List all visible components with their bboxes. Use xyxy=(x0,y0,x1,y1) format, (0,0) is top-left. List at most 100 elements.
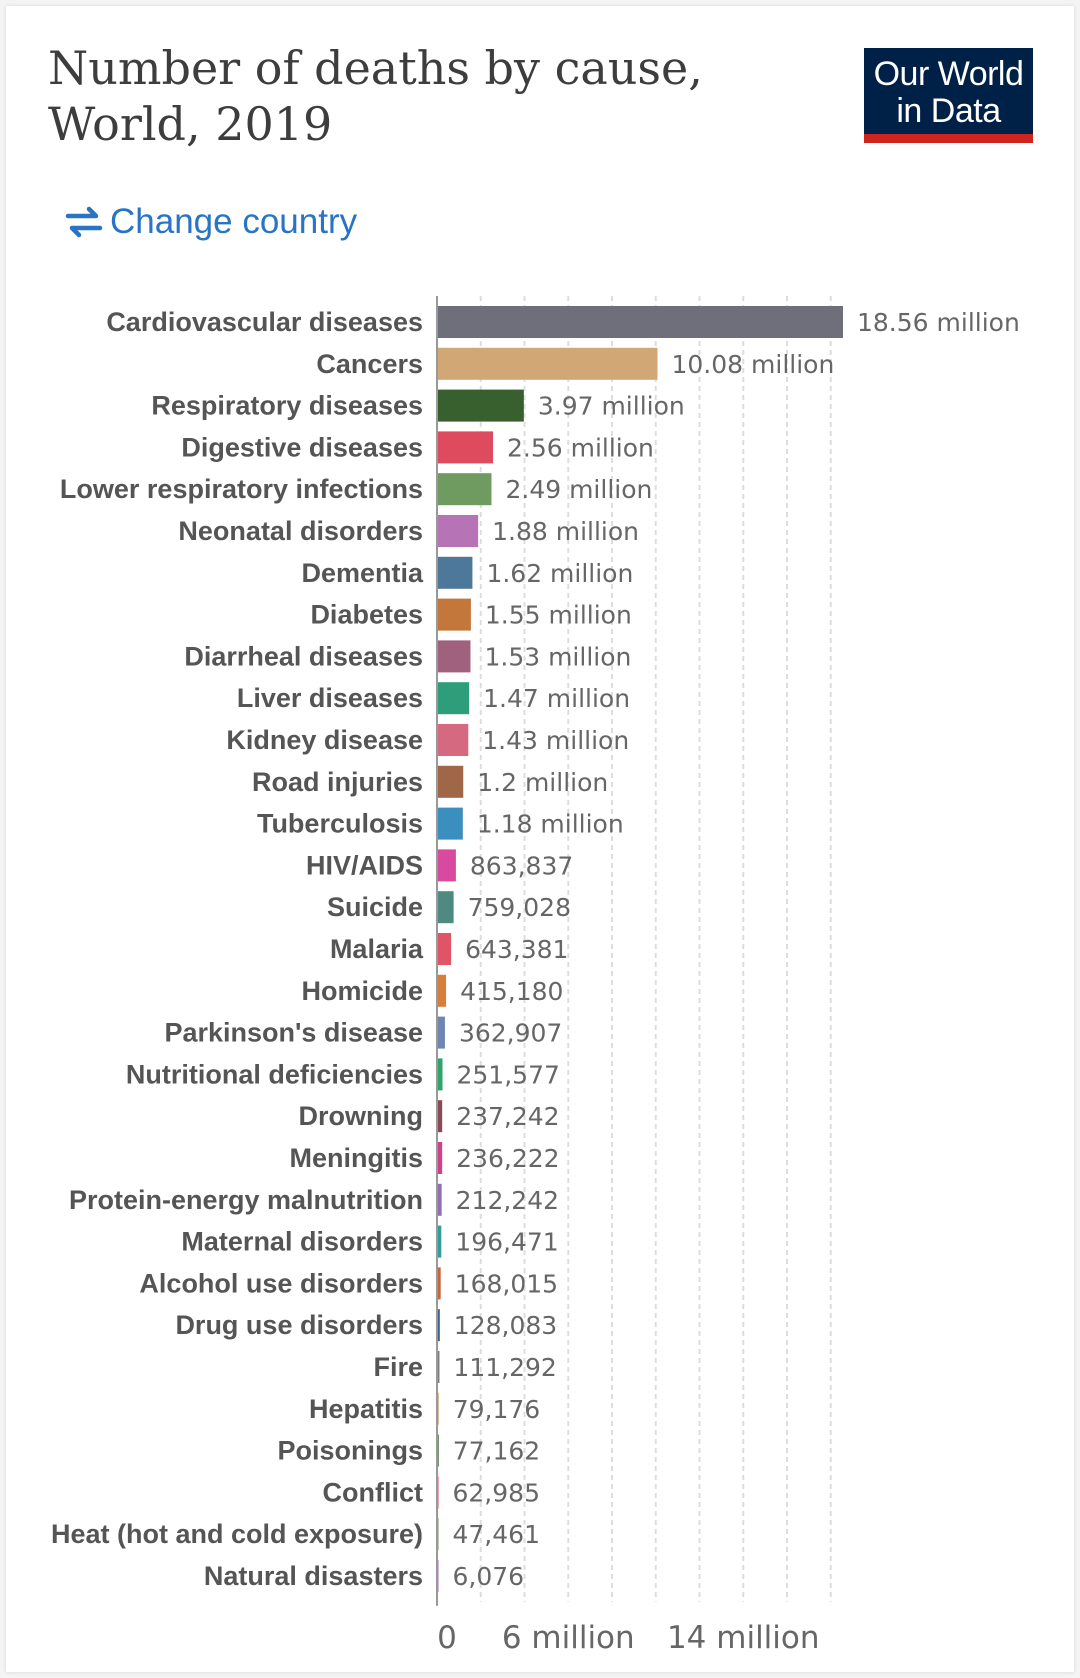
category-label: Alcohol use disorders xyxy=(139,1268,423,1298)
value-label: 236,222 xyxy=(456,1144,559,1173)
bar xyxy=(437,891,454,924)
category-label: Meningitis xyxy=(290,1143,424,1173)
category-label: Dementia xyxy=(301,558,424,588)
value-label: 237,242 xyxy=(456,1102,559,1131)
swap-arrows-icon xyxy=(65,206,103,238)
bar xyxy=(437,1142,443,1174)
change-country-button[interactable]: Change country xyxy=(64,202,357,242)
bar xyxy=(437,306,843,338)
category-label: Tuberculosis xyxy=(257,809,423,839)
value-label: 6,076 xyxy=(453,1562,525,1591)
category-label: Digestive diseases xyxy=(181,432,423,462)
category-label: Cancers xyxy=(316,349,423,379)
value-label: 415,180 xyxy=(460,977,563,1006)
value-label: 196,471 xyxy=(455,1228,558,1257)
value-label: 111,292 xyxy=(453,1353,556,1382)
value-label: 759,028 xyxy=(468,893,571,922)
value-label: 62,985 xyxy=(453,1478,540,1507)
category-label: Protein-energy malnutrition xyxy=(69,1185,423,1215)
category-label: Kidney disease xyxy=(226,725,423,755)
bar xyxy=(437,974,447,1007)
category-label: Heat (hot and cold exposure) xyxy=(51,1519,423,1549)
category-label: Lower respiratory infections xyxy=(60,474,423,504)
bar xyxy=(437,724,469,756)
bar xyxy=(437,807,463,840)
x-tick-label: 0 xyxy=(437,1620,457,1656)
x-tick-label: 6 million xyxy=(502,1620,635,1656)
category-label: Poisonings xyxy=(277,1436,423,1466)
value-label: 168,015 xyxy=(455,1269,558,1298)
value-label: 1.2 million xyxy=(477,768,608,797)
value-label: 77,162 xyxy=(453,1437,540,1466)
value-label: 47,461 xyxy=(453,1520,540,1549)
bar xyxy=(437,765,464,798)
value-label: 79,176 xyxy=(453,1395,540,1424)
logo-line-1: Our World xyxy=(873,55,1024,93)
change-country-label: Change country xyxy=(110,202,358,241)
bar xyxy=(437,515,479,547)
category-label: Homicide xyxy=(301,976,423,1006)
bar xyxy=(437,933,452,965)
bar xyxy=(437,598,471,631)
owid-logo[interactable]: Our World in Data xyxy=(864,48,1033,143)
value-label: 18.56 million xyxy=(857,308,1020,337)
value-label: 1.47 million xyxy=(483,684,630,713)
bar xyxy=(437,389,524,422)
bar xyxy=(437,640,471,673)
logo-line-2: in Data xyxy=(896,92,1001,130)
x-tick-label: 14 million xyxy=(667,1620,820,1656)
value-label: 1.18 million xyxy=(477,810,624,839)
bar xyxy=(437,1183,442,1216)
bar xyxy=(437,1058,443,1091)
bar xyxy=(437,849,456,882)
chart-card xyxy=(6,6,1074,1672)
value-label: 1.62 million xyxy=(486,559,633,588)
value-label: 1.43 million xyxy=(482,726,629,755)
bar xyxy=(437,682,470,715)
category-label: Respiratory diseases xyxy=(151,391,423,421)
bar xyxy=(437,347,658,380)
category-label: Maternal disorders xyxy=(181,1227,423,1257)
category-label: Drowning xyxy=(299,1101,423,1131)
category-label: HIV/AIDS xyxy=(306,850,423,880)
value-label: 212,242 xyxy=(456,1186,559,1215)
chart-title: Number of deaths by cause, World, 2019 xyxy=(48,41,703,151)
category-label: Drug use disorders xyxy=(175,1310,423,1340)
category-label: Natural disasters xyxy=(204,1561,423,1591)
category-label: Liver diseases xyxy=(237,683,423,713)
category-label: Hepatitis xyxy=(309,1394,423,1424)
category-label: Diabetes xyxy=(310,600,423,630)
bar xyxy=(437,1267,441,1300)
value-label: 1.53 million xyxy=(484,642,631,671)
bar xyxy=(437,1351,440,1383)
value-label: 643,381 xyxy=(465,935,568,964)
category-label: Suicide xyxy=(327,892,423,922)
category-label: Neonatal disorders xyxy=(178,516,423,546)
value-label: 362,907 xyxy=(459,1019,562,1048)
value-label: 2.56 million xyxy=(507,433,654,462)
value-label: 1.55 million xyxy=(485,601,632,630)
value-label: 1.88 million xyxy=(492,517,639,546)
value-label: 3.97 million xyxy=(538,392,685,421)
bar xyxy=(437,473,492,506)
bar xyxy=(437,1225,442,1258)
category-label: Fire xyxy=(373,1352,423,1382)
value-label: 128,083 xyxy=(454,1311,557,1340)
value-label: 251,577 xyxy=(457,1060,560,1089)
value-label: 2.49 million xyxy=(505,475,652,504)
category-label: Diarrheal diseases xyxy=(184,641,423,671)
bar xyxy=(437,556,473,589)
category-label: Cardiovascular diseases xyxy=(106,307,423,337)
category-label: Malaria xyxy=(330,934,424,964)
category-label: Parkinson's disease xyxy=(164,1018,423,1048)
bar xyxy=(437,1016,445,1049)
value-label: 10.08 million xyxy=(672,350,835,379)
value-label: 863,837 xyxy=(470,851,573,880)
category-label: Conflict xyxy=(323,1477,424,1507)
bar xyxy=(437,431,493,464)
category-label: Nutritional deficiencies xyxy=(126,1059,423,1089)
bar xyxy=(437,1100,443,1133)
category-label: Road injuries xyxy=(252,767,423,797)
bar xyxy=(437,1309,440,1342)
